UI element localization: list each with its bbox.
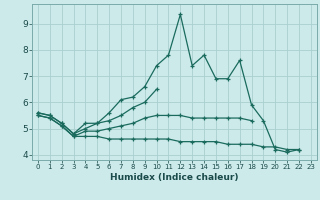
X-axis label: Humidex (Indice chaleur): Humidex (Indice chaleur) <box>110 173 239 182</box>
